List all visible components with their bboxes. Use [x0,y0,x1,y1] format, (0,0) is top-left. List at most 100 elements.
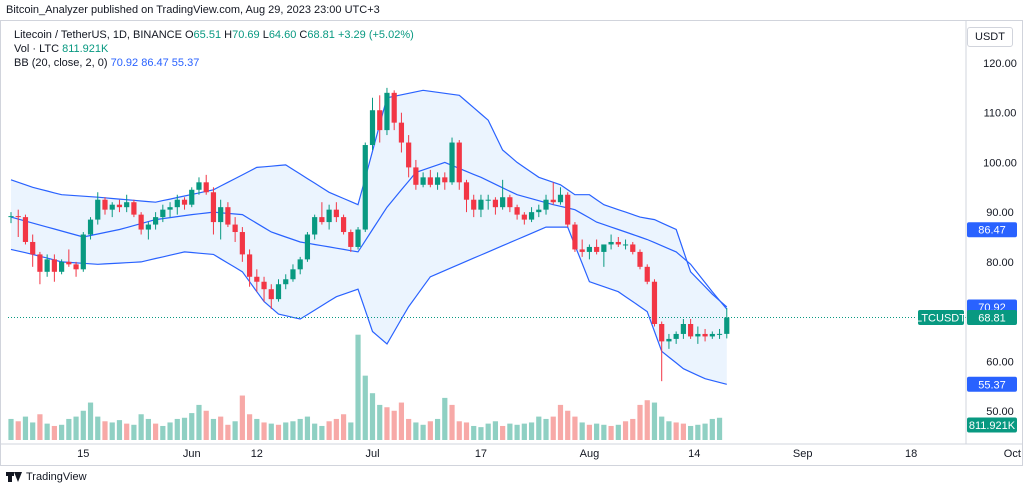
volume-bar [131,424,137,440]
candle [312,214,318,240]
bb-lower-line [10,226,727,385]
candle [22,214,29,245]
candle [239,227,245,262]
volume-bar [500,425,506,440]
candle [695,326,701,344]
volume-bar [449,404,455,440]
candle-body [550,199,556,203]
candle [406,135,412,178]
time-tick-label: Oct [1004,448,1021,460]
time-tick-label: 15 [77,448,89,460]
candle [608,234,614,250]
volume-bar [30,422,36,440]
volume-bar [22,416,29,440]
candle [724,308,730,339]
volume-bar [391,410,397,440]
volume-bar [109,422,115,440]
candle [210,187,217,235]
time-tick-label: 17 [475,448,487,460]
volume-bar [102,421,108,440]
candle-body [80,234,86,270]
candle-body [500,197,506,208]
candle-body [702,333,708,337]
volume-bar [246,414,253,440]
candle [261,276,267,302]
volume-bar [312,423,318,440]
candle [601,244,607,267]
last-price-label-bg [967,309,1017,325]
volume-bar [586,424,592,440]
bb-middle-line [10,161,728,310]
candle [66,249,72,267]
candle [536,204,542,218]
time-tick-label: Jul [365,448,379,460]
open-label: O [184,29,194,41]
candle-body [297,259,303,270]
candle [521,212,527,225]
volume-bar [471,425,477,440]
candle-body [427,177,433,185]
volume-bar [37,414,43,440]
candle-body [167,207,173,210]
volume-bar [87,402,94,440]
candle-body [514,207,520,215]
candle [384,87,390,136]
candle-body [333,209,339,218]
candle [73,261,79,277]
candle [485,194,491,210]
volume-bar [203,410,209,440]
volume-bar [290,421,296,440]
symbol-title[interactable]: Litecoin / TetherUS, 1D, BINANCE [14,29,182,41]
time-tick-label: Sep [793,448,813,460]
candle [434,172,441,190]
candle [131,199,137,218]
candle [456,140,462,190]
volume-bar [543,418,549,440]
candle [500,179,506,210]
candle [492,197,499,215]
volume-bar [536,416,542,440]
currency-button[interactable]: USDT [967,27,1013,47]
candle-body [95,199,101,220]
candle [290,264,296,282]
bb-label[interactable]: BB (20, close, 2, 0) [14,57,108,69]
volume-bar [153,423,159,440]
candle-body [615,241,621,245]
candle-body [521,214,527,220]
volume-bar [15,421,21,440]
candle-body [442,177,448,183]
candle [268,284,274,310]
candle [377,95,383,143]
volume-bar [261,422,267,440]
candle-body [246,254,253,277]
price-tick-label: 90.00 [986,207,1014,219]
price-tick-label: 110.00 [984,108,1017,120]
candle-body [398,122,405,143]
candle-body [659,324,665,342]
candle-body [225,207,231,225]
volume-bar [673,422,679,440]
symbol-price-label: LTCUSDT [916,312,966,324]
candle-body [586,246,592,252]
candle-body [688,324,694,337]
price-chart[interactable]: 120.00110.00100.0090.0080.0070.0060.0050… [0,0,1024,466]
candle-body [449,142,455,183]
volume-bar [268,423,274,440]
candle-body [709,333,715,337]
volume-bar [210,418,217,440]
volume-bar [688,425,694,440]
volume-bar [8,418,14,440]
volume-bar [594,423,600,440]
time-tick-label: 12 [251,448,263,460]
candle-body [413,167,419,185]
candle [644,264,650,285]
candle-body [340,217,347,233]
volume-bar [695,424,701,440]
volume-label[interactable]: Vol · LTC [14,43,60,55]
candle [420,172,426,188]
candle-body [471,199,477,210]
volume-bar [326,421,332,440]
candle-body [290,269,296,280]
candle-body [189,189,195,205]
volume-bar [427,421,433,440]
